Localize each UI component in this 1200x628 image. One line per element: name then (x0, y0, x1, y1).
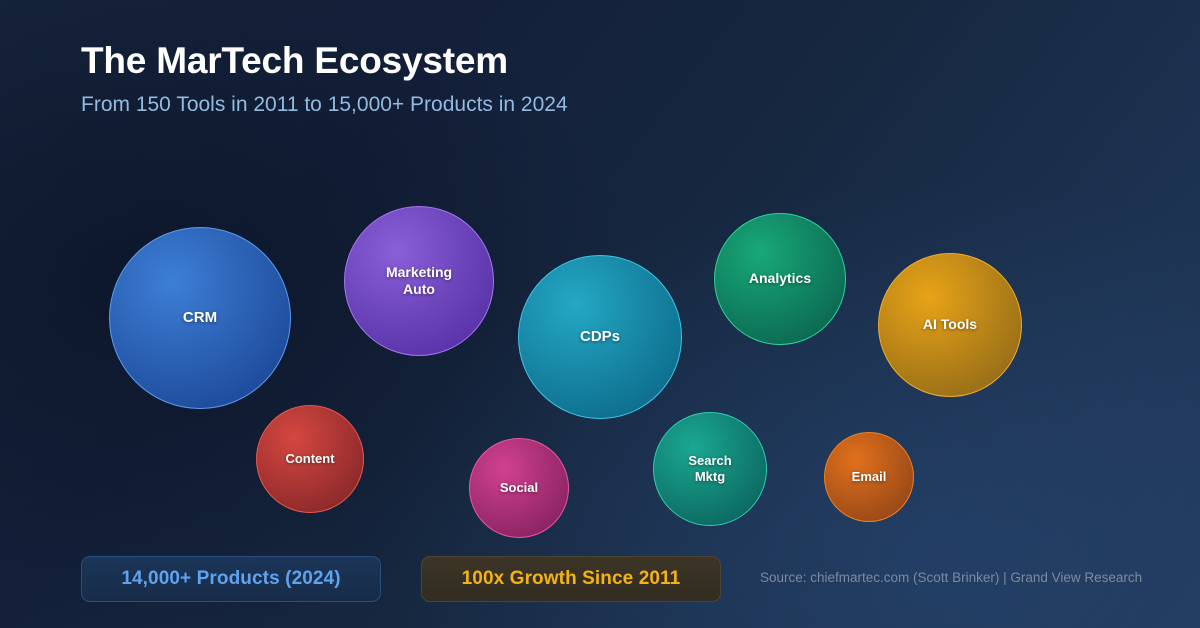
bubble-search-mktg: Search Mktg (653, 412, 767, 526)
bubble-label: Email (851, 469, 887, 485)
bubble-label: Search Mktg (688, 453, 732, 484)
bubble-analytics: Analytics (714, 213, 846, 345)
header: The MarTech Ecosystem From 150 Tools in … (81, 40, 981, 118)
bubble-label: CRM (182, 308, 218, 326)
bubble-content: Content (256, 405, 364, 513)
bubble-email: Email (824, 432, 914, 522)
page-subtitle: From 150 Tools in 2011 to 15,000+ Produc… (81, 93, 568, 117)
bubble-label: AI Tools (922, 316, 978, 333)
bubble-ai-tools: AI Tools (878, 253, 1022, 397)
bubble-label: Social (499, 480, 539, 496)
bubble-label: Marketing Auto (385, 263, 453, 297)
stat-badge-growth-label: 100x Growth Since 2011 (461, 568, 681, 589)
bubble-marketing-auto: Marketing Auto (344, 206, 494, 356)
page-title: The MarTech Ecosystem (81, 40, 508, 81)
bubble-cdps: CDPs (518, 255, 682, 419)
stat-badge-products: 14,000+ Products (2024) (81, 556, 381, 602)
bubble-label: Analytics (748, 270, 812, 287)
stat-badge-products-label: 14,000+ Products (2024) (121, 568, 341, 589)
bubble-label: Content (285, 451, 335, 467)
stat-badge-growth: 100x Growth Since 2011 (421, 556, 721, 602)
bubble-label: CDPs (579, 327, 620, 345)
source-attribution: Source: chiefmartec.com (Scott Brinker) … (760, 570, 1143, 585)
bubble-social: Social (469, 438, 569, 538)
bubble-crm: CRM (109, 227, 291, 409)
